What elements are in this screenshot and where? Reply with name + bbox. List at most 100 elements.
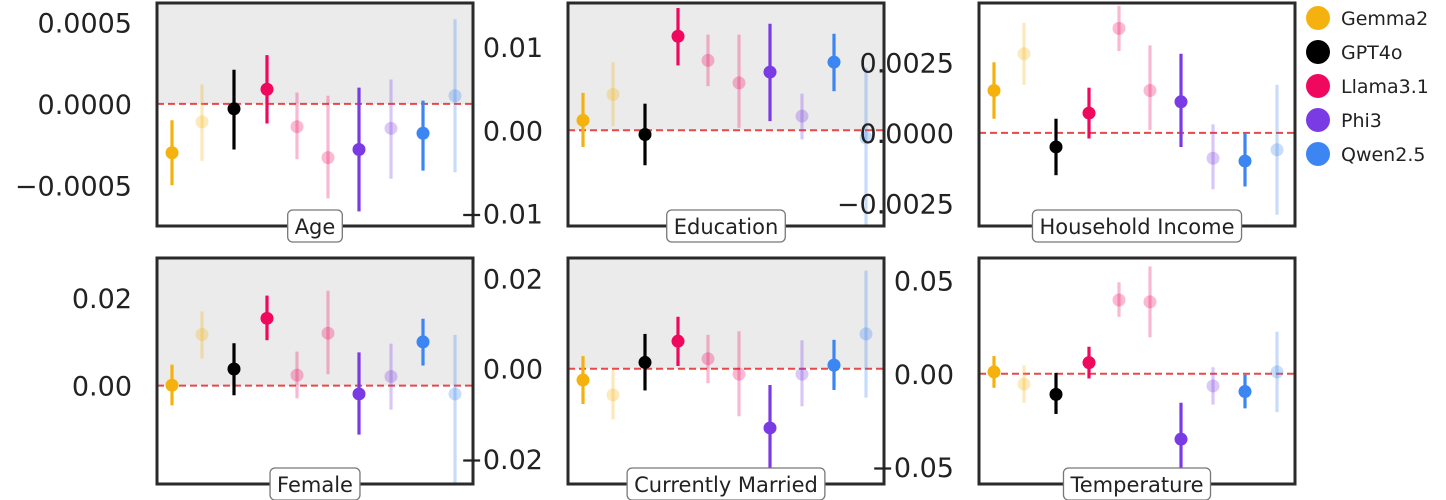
point-gpt4o [1049, 140, 1063, 154]
point-llama3-1 [732, 76, 746, 90]
point-phi3 [352, 142, 366, 156]
point-llama3-1 [321, 151, 335, 165]
y-tick-label: 0.01 [483, 33, 543, 64]
y-tick-label: −0.01 [460, 200, 543, 231]
point-phi3 [1174, 432, 1188, 446]
point-qwen2-5 [1238, 385, 1252, 399]
point-phi3 [795, 367, 809, 381]
point-gemma2 [195, 327, 209, 341]
panel-title: Education [674, 215, 779, 239]
point-gemma2 [987, 365, 1001, 379]
panel-title: Currently Married [634, 473, 818, 497]
point-qwen2-5 [448, 89, 462, 103]
point-phi3 [1206, 379, 1220, 393]
point-llama3-1 [321, 326, 335, 340]
panels: 0.0005 0.0000 −0.0005 Age 0.01 0.00 −0.01 Educa… [15, 1, 1297, 500]
point-gemma2 [606, 88, 620, 102]
point-llama3-1 [701, 352, 715, 366]
legend-item-gpt4o: GPT4o [1306, 40, 1403, 64]
point-phi3 [1206, 151, 1220, 165]
y-tick-label: 0.0000 [38, 90, 132, 121]
point-qwen2-5 [416, 126, 430, 140]
y-tick-label: −0.02 [460, 445, 543, 476]
panel-title: Female [277, 473, 353, 497]
legend-label: GPT4o [1341, 42, 1403, 64]
y-tick-label: 0.02 [72, 284, 132, 315]
point-gemma2 [576, 373, 590, 387]
legend-marker [1306, 108, 1330, 132]
shaded-region [157, 258, 473, 386]
legend-item-gemma2: Gemma2 [1306, 6, 1428, 30]
panel-label: Temperature [1062, 467, 1212, 500]
point-phi3 [795, 109, 809, 123]
point-phi3 [384, 121, 398, 135]
y-tick-label: 0.00 [72, 372, 132, 403]
point-qwen2-5 [827, 55, 841, 69]
point-gemma2 [606, 388, 620, 402]
point-gemma2 [1017, 47, 1031, 61]
point-llama3-1 [701, 53, 715, 67]
point-gemma2 [195, 115, 209, 129]
point-gemma2 [165, 378, 179, 392]
point-qwen2-5 [1270, 143, 1284, 157]
legend-marker [1306, 40, 1330, 64]
point-phi3 [1174, 95, 1188, 109]
point-gemma2 [165, 146, 179, 160]
point-phi3 [763, 421, 777, 435]
panel-education: 0.01 0.00 −0.01 Education [460, 1, 886, 243]
panel-label: Currently Married [626, 467, 826, 500]
y-tick-label: 0.00 [483, 355, 543, 386]
legend-marker [1306, 6, 1330, 30]
point-phi3 [384, 369, 398, 383]
point-qwen2-5 [448, 387, 462, 401]
point-gpt4o [227, 102, 241, 116]
panel-age: 0.0005 0.0000 −0.0005 Age [15, 1, 475, 243]
point-phi3 [763, 65, 777, 79]
point-llama3-1 [732, 367, 746, 381]
point-gemma2 [987, 84, 1001, 98]
point-llama3-1 [1082, 356, 1096, 370]
point-qwen2-5 [859, 131, 873, 145]
panel-female: 0.02 0.00 Female [72, 256, 475, 500]
point-gpt4o [227, 362, 241, 376]
legend-item-phi3: Phi3 [1306, 108, 1382, 132]
shaded-region [568, 258, 884, 369]
y-tick-label: −0.0025 [837, 189, 954, 220]
point-qwen2-5 [1238, 154, 1252, 168]
point-llama3-1 [290, 120, 304, 134]
point-llama3-1 [260, 82, 274, 96]
point-qwen2-5 [827, 358, 841, 372]
point-llama3-1 [1143, 84, 1157, 98]
point-gemma2 [1017, 377, 1031, 391]
legend-item-llama3-1: Llama3.1 [1306, 74, 1429, 98]
panel-temperature: 0.05 0.00 −0.05 Temperature [871, 256, 1297, 500]
point-llama3-1 [260, 311, 274, 325]
panel-frame [977, 1, 1297, 228]
point-phi3 [352, 387, 366, 401]
point-llama3-1 [1112, 293, 1126, 307]
legend-marker [1306, 142, 1330, 166]
panel-household-income: 0.0025 0.0000 −0.0025 Household Income [837, 1, 1297, 243]
y-tick-label: −0.05 [871, 453, 954, 484]
panel-title: Temperature [1069, 473, 1203, 497]
point-llama3-1 [1112, 21, 1126, 35]
point-gpt4o [1049, 387, 1063, 401]
point-gpt4o [638, 355, 652, 369]
y-tick-label: 0.05 [894, 266, 954, 297]
point-gpt4o [638, 127, 652, 141]
panel-label: Female [269, 467, 361, 500]
panel-label: Age [287, 209, 343, 243]
point-llama3-1 [1082, 106, 1096, 120]
y-tick-label: 0.02 [483, 264, 543, 295]
legend-item-qwen2-5: Qwen2.5 [1306, 142, 1425, 166]
legend-label: Phi3 [1341, 110, 1382, 132]
panel-currently-married: 0.02 0.00 −0.02 Currently Married [460, 256, 886, 500]
legend-marker [1306, 74, 1330, 98]
y-tick-label: 0.0025 [860, 48, 954, 79]
point-qwen2-5 [1270, 365, 1284, 379]
panel-title: Age [295, 215, 336, 239]
panel-label: Education [666, 209, 786, 243]
y-tick-label: 0.0000 [860, 119, 954, 150]
y-tick-label: −0.0005 [15, 171, 132, 202]
